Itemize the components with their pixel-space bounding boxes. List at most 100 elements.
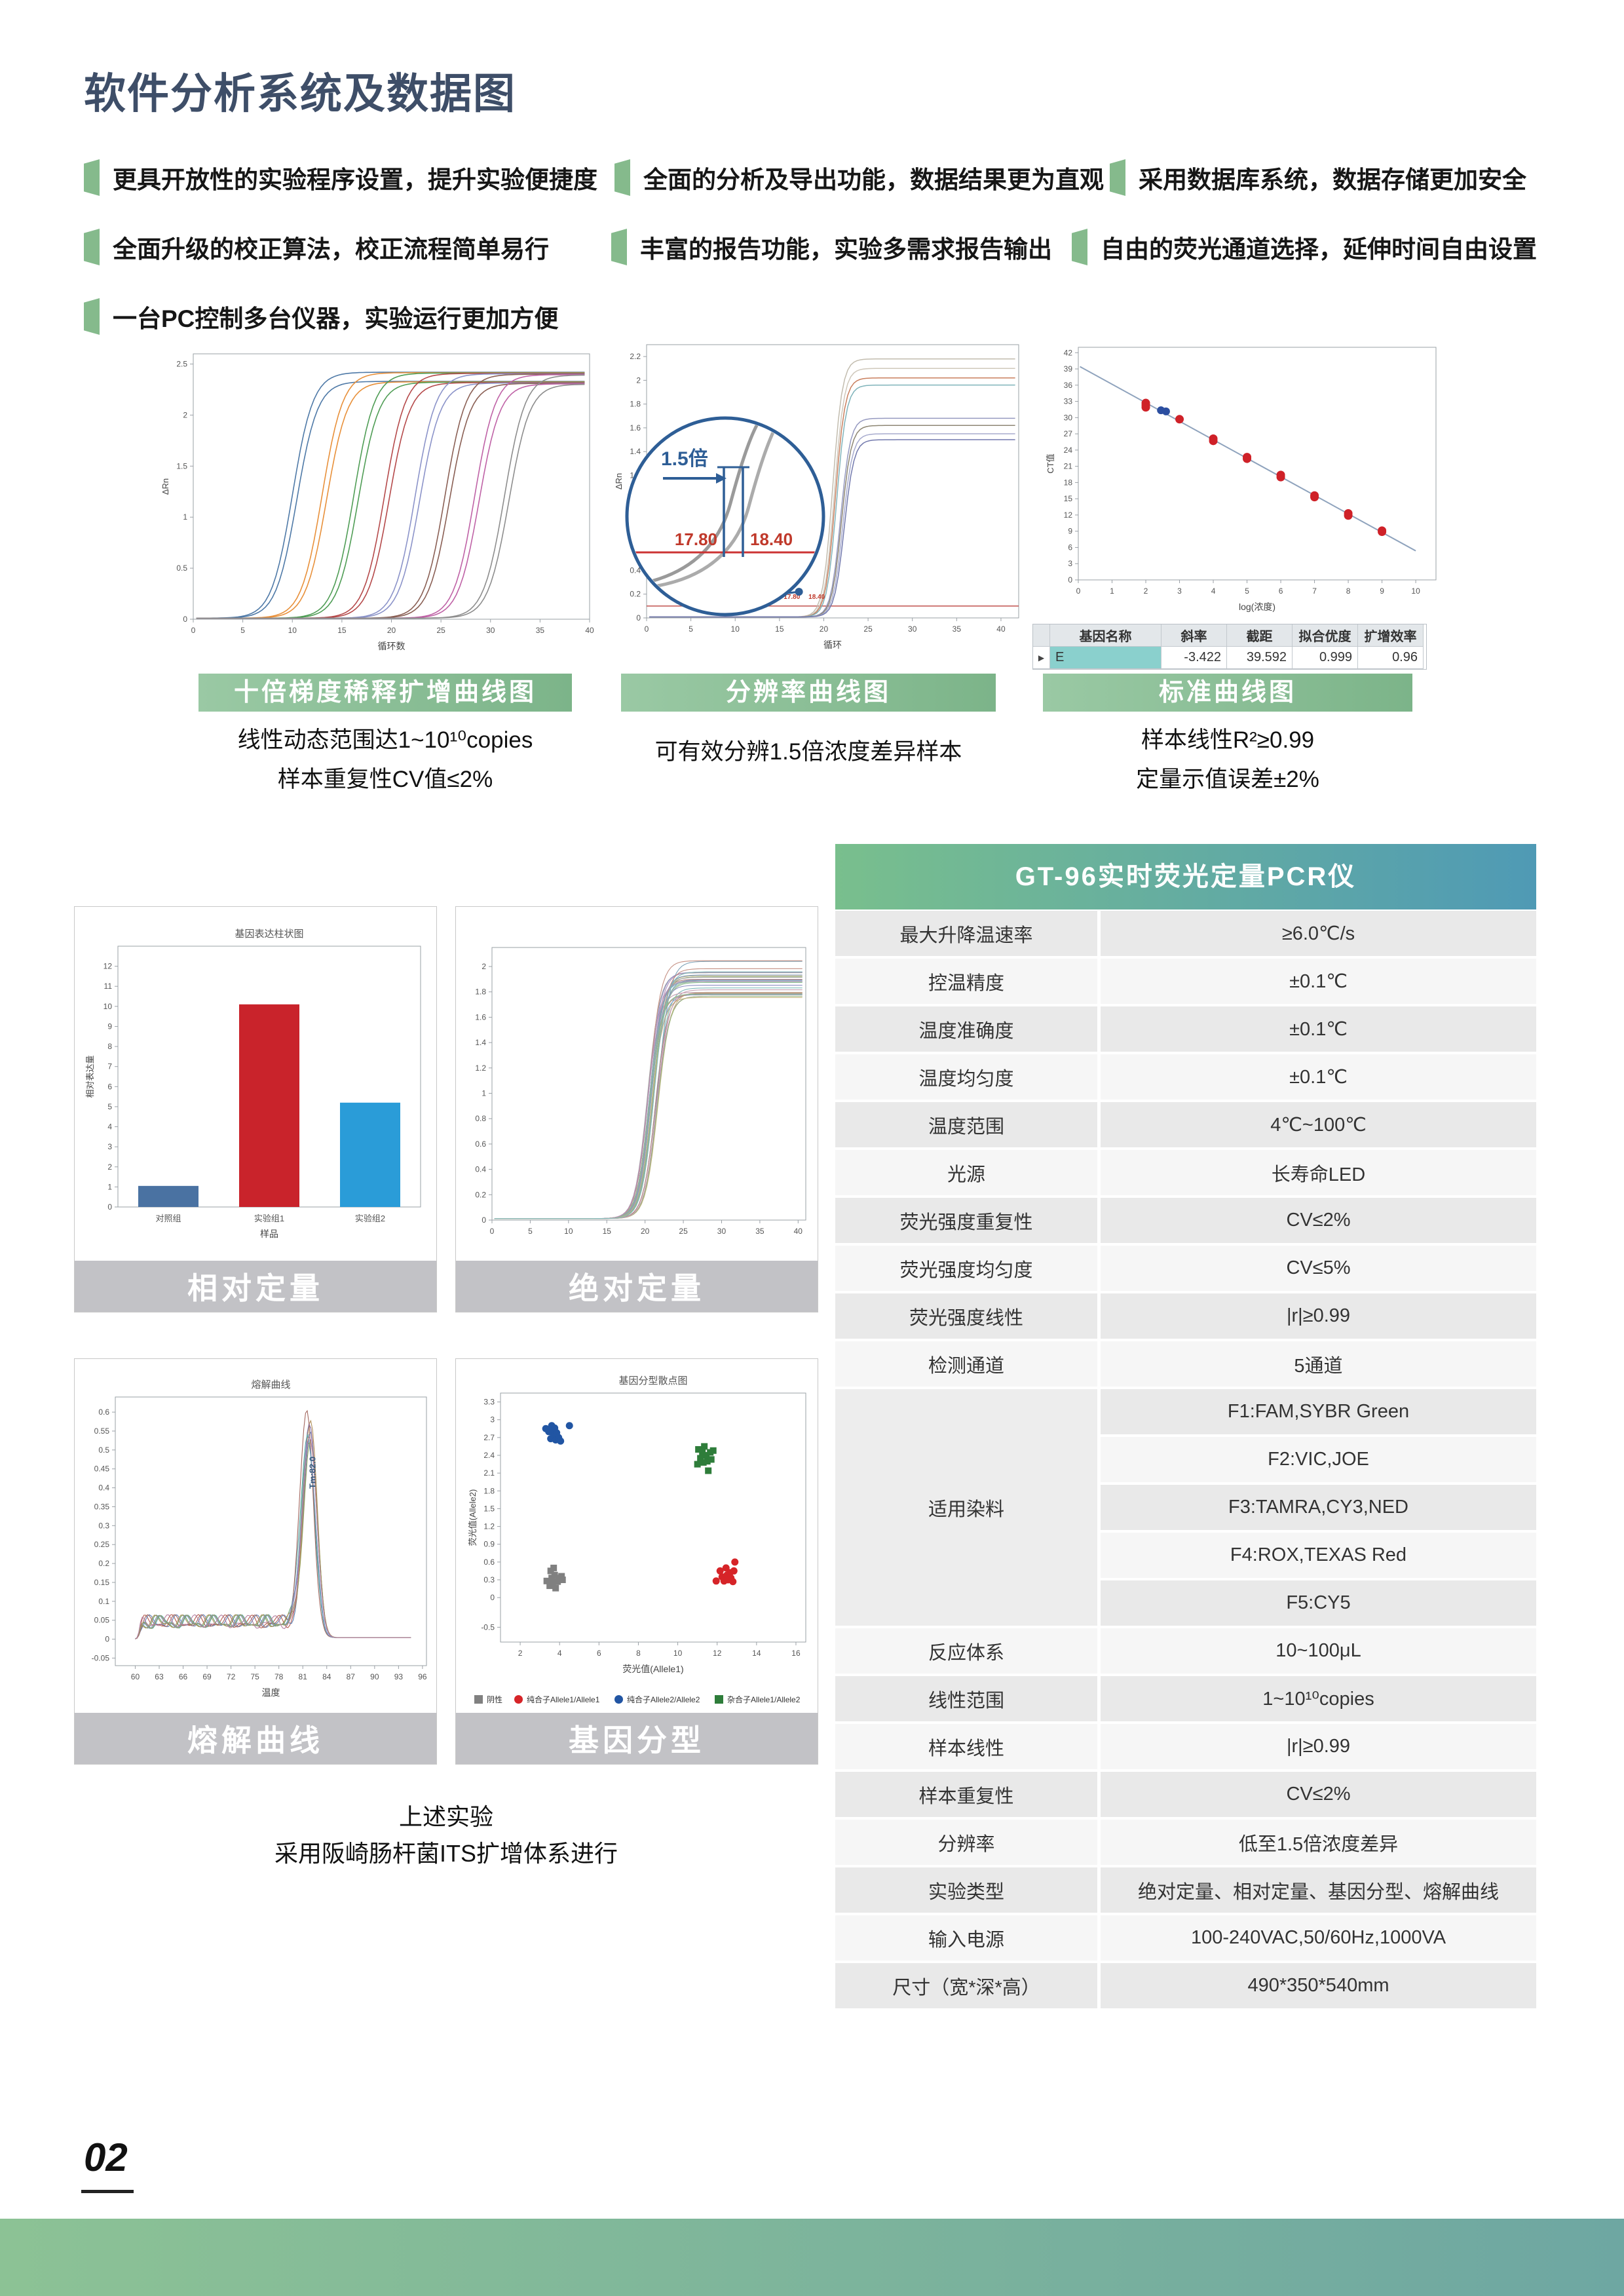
spec-row-value: 长寿命LED xyxy=(1101,1150,1536,1195)
svg-text:1.8: 1.8 xyxy=(483,1486,495,1495)
svg-text:Tm:82.0: Tm:82.0 xyxy=(308,1457,318,1489)
spec-row-value: 绝对定量、相对定量、基因分型、熔解曲线 xyxy=(1101,1867,1536,1913)
svg-text:实验组2: 实验组2 xyxy=(355,1214,385,1223)
svg-text:2: 2 xyxy=(107,1162,112,1172)
feature-text: 更具开放性的实验程序设置，提升实验便捷度 xyxy=(113,166,597,193)
svg-text:84: 84 xyxy=(322,1672,331,1681)
svg-text:0: 0 xyxy=(105,1635,109,1644)
svg-text:纯合子Allele1/Allele1: 纯合子Allele1/Allele1 xyxy=(527,1694,600,1704)
caption-line: 样本线性R²≥0.99 xyxy=(1141,727,1315,753)
spec-row-label: 反应体系 xyxy=(835,1628,1097,1674)
svg-text:10: 10 xyxy=(1411,586,1420,596)
svg-text:2: 2 xyxy=(183,410,187,419)
svg-text:实验组1: 实验组1 xyxy=(254,1214,284,1223)
page-title: 软件分析系统及数据图 xyxy=(84,70,516,117)
spec-row-label: 温度均匀度 xyxy=(835,1054,1097,1100)
svg-text:6: 6 xyxy=(597,1649,601,1658)
svg-text:1.5倍: 1.5倍 xyxy=(661,448,708,470)
svg-text:0: 0 xyxy=(1076,586,1081,596)
spec-row-value: CV≤2% xyxy=(1101,1772,1536,1817)
svg-text:ΔRn: ΔRn xyxy=(161,478,170,495)
svg-text:纯合子Allele2/Allele2: 纯合子Allele2/Allele2 xyxy=(627,1694,700,1704)
svg-text:1.8: 1.8 xyxy=(630,400,641,409)
svg-text:24: 24 xyxy=(1064,446,1073,455)
row-marker-icon: ▶ xyxy=(1033,647,1050,669)
svg-text:荧光值(Allele1): 荧光值(Allele1) xyxy=(622,1664,683,1674)
svg-text:温度: 温度 xyxy=(262,1687,280,1698)
svg-text:3: 3 xyxy=(490,1415,495,1425)
spec-row-label: 分辨率 xyxy=(835,1820,1097,1865)
svg-text:基因表达柱状图: 基因表达柱状图 xyxy=(235,928,303,940)
svg-text:0.4: 0.4 xyxy=(98,1483,109,1493)
caption-standard: 样本线性R²≥0.99 定量示值误差±2% xyxy=(1043,721,1412,799)
svg-text:样品: 样品 xyxy=(260,1229,278,1239)
spec-row-label: 输入电源 xyxy=(835,1915,1097,1961)
svg-text:8: 8 xyxy=(636,1649,641,1658)
result-table-header: 截距 xyxy=(1227,624,1293,647)
svg-text:ΔRn: ΔRn xyxy=(614,473,624,489)
svg-text:20: 20 xyxy=(820,624,829,634)
spec-row-value: ±0.1℃ xyxy=(1101,959,1536,1004)
spec-row-label: 适用染料 xyxy=(835,1389,1097,1626)
svg-text:30: 30 xyxy=(486,626,495,635)
page-number: 02 xyxy=(84,2135,128,2179)
svg-text:30: 30 xyxy=(717,1227,727,1236)
svg-text:0: 0 xyxy=(490,1227,495,1236)
feature-item: 自由的荧光通道选择，延伸时间自由设置 xyxy=(1072,227,1537,267)
feature-item: 一台PC控制多台仪器，实验运行更加方便 xyxy=(84,296,558,337)
svg-text:0.35: 0.35 xyxy=(94,1502,110,1511)
spec-row-label: 线性范围 xyxy=(835,1676,1097,1721)
svg-text:10: 10 xyxy=(564,1227,573,1236)
svg-text:2.7: 2.7 xyxy=(483,1433,495,1442)
caption-resolution: 可有效分辨1.5倍浓度差异样本 xyxy=(621,733,996,772)
svg-text:63: 63 xyxy=(155,1672,164,1681)
svg-text:12: 12 xyxy=(713,1649,722,1658)
panel-label: 熔解曲线 xyxy=(75,1713,436,1764)
svg-text:15: 15 xyxy=(775,624,784,634)
svg-text:基因分型散点图: 基因分型散点图 xyxy=(618,1375,687,1387)
result-value: 0.999 xyxy=(1293,647,1358,669)
result-value: 39.592 xyxy=(1227,647,1293,669)
svg-text:0: 0 xyxy=(490,1593,495,1602)
svg-text:0.3: 0.3 xyxy=(483,1575,495,1584)
spec-row-label: 温度准确度 xyxy=(835,1006,1097,1052)
spec-row-value: CV≤2% xyxy=(1101,1198,1536,1243)
spec-row-value: F2:VIC,JOE xyxy=(1101,1437,1536,1482)
svg-text:0.45: 0.45 xyxy=(94,1464,110,1474)
spec-row-value: 100-240VAC,50/60Hz,1000VA xyxy=(1101,1915,1536,1961)
svg-text:0.55: 0.55 xyxy=(94,1426,110,1436)
svg-text:27: 27 xyxy=(1064,429,1073,438)
caption-line: 样本重复性CV值≤2% xyxy=(277,766,493,792)
feature-text: 全面的分析及导出功能，数据结果更为直观 xyxy=(643,166,1104,193)
spec-row-label: 控温精度 xyxy=(835,959,1097,1004)
svg-text:3: 3 xyxy=(1177,586,1182,596)
feature-text: 丰富的报告功能，实验多需求报告输出 xyxy=(640,236,1052,263)
result-value: -3.422 xyxy=(1161,647,1227,669)
svg-text:15: 15 xyxy=(1064,494,1073,503)
svg-text:0.25: 0.25 xyxy=(94,1540,110,1549)
svg-text:4: 4 xyxy=(557,1649,562,1658)
svg-text:81: 81 xyxy=(299,1672,308,1681)
chart-resolution: 051015202530354000.20.40.60.811.21.41.61… xyxy=(613,333,1029,665)
svg-text:1: 1 xyxy=(183,512,187,522)
spec-row-value: 1~10¹⁰copies xyxy=(1101,1676,1536,1721)
svg-text:2: 2 xyxy=(482,962,486,971)
chart-absolute-quant: 0 5 10 15 20 25 30 35 40 0 0.2 0.4 0.6 0.8 1 1.2 1.4 1.6 1… xyxy=(456,907,818,1264)
svg-text:5: 5 xyxy=(107,1102,112,1111)
svg-text:35: 35 xyxy=(536,626,545,635)
svg-text:8: 8 xyxy=(107,1042,112,1051)
feature-item: 丰富的报告功能，实验多需求报告输出 xyxy=(611,227,1052,267)
svg-text:2: 2 xyxy=(1144,586,1148,596)
bullet-marker-icon xyxy=(614,159,630,196)
panel-label: 相对定量 xyxy=(75,1261,436,1312)
svg-text:9: 9 xyxy=(1380,586,1384,596)
svg-text:1.5: 1.5 xyxy=(483,1504,495,1513)
spec-row-label: 尺寸（宽*深*高） xyxy=(835,1963,1097,2008)
spec-row-value: F1:FAM,SYBR Green xyxy=(1101,1389,1536,1434)
spec-row-value: 5通道 xyxy=(1101,1341,1536,1387)
spec-row-label: 荧光强度均匀度 xyxy=(835,1246,1097,1291)
svg-text:0.2: 0.2 xyxy=(475,1190,486,1199)
footer-bar xyxy=(0,2219,1624,2296)
svg-text:0.3: 0.3 xyxy=(98,1521,109,1530)
feature-item: 全面升级的校正算法，校正流程简单易行 xyxy=(84,227,549,267)
